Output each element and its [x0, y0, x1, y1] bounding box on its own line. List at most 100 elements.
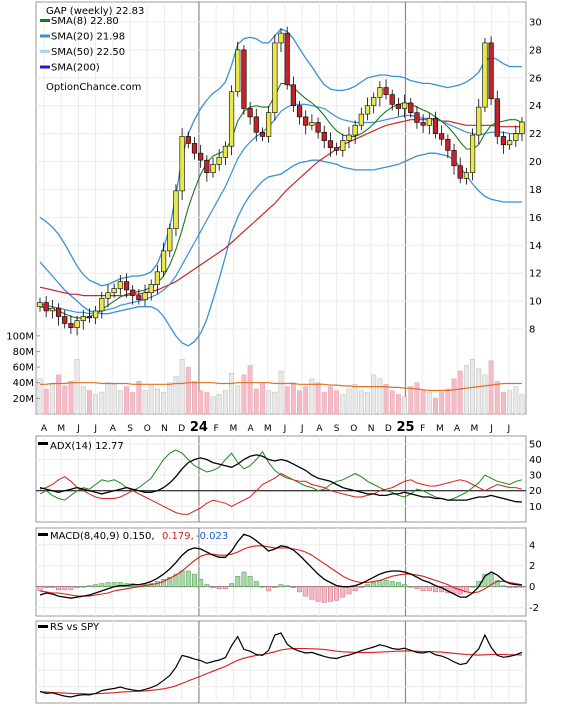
candle — [513, 125, 519, 147]
adx-tick-label: 40 — [529, 455, 542, 466]
macd-signal-line — [39, 545, 523, 597]
macd-histogram-bar — [365, 584, 370, 587]
volume-bar — [482, 374, 488, 415]
candle — [414, 106, 420, 129]
volume-bar — [117, 390, 123, 415]
macd-histogram-bar — [167, 576, 173, 587]
candle — [346, 126, 352, 149]
volume-bar — [278, 370, 284, 415]
candle-body — [253, 116, 259, 133]
candle-body — [414, 112, 420, 123]
volume-bar — [476, 368, 482, 415]
volume-bar — [451, 378, 457, 415]
macd-tick-label: 2 — [529, 561, 535, 572]
adx-label: ADX(14) 12.77 — [38, 441, 124, 452]
candle-body — [389, 94, 395, 105]
volume-bar — [303, 386, 309, 415]
candle — [130, 285, 136, 305]
candle-body — [117, 281, 123, 289]
price-tick-label: 26 — [529, 73, 542, 84]
x-tick-label: F — [214, 424, 219, 434]
candle — [334, 142, 340, 156]
volume-bar — [161, 391, 167, 415]
volume-bar — [235, 385, 241, 415]
macd-histogram-bar — [179, 570, 185, 587]
candle — [507, 134, 513, 150]
candle — [364, 97, 371, 121]
macd-histogram-bar — [99, 583, 105, 587]
candle — [377, 81, 383, 107]
candle-body — [160, 250, 167, 273]
candle-body — [463, 172, 469, 179]
volume-bar — [284, 386, 290, 415]
macd-panel-frame — [35, 527, 527, 617]
candle-body — [93, 310, 99, 319]
macd-histogram-bar — [86, 585, 92, 587]
volume-bar — [253, 388, 259, 415]
x-tick-label: 24 — [190, 420, 208, 435]
macd-histogram-bar — [395, 582, 401, 587]
macd-value-blue: -0.023 — [196, 531, 228, 542]
volume-bar — [290, 382, 296, 415]
macd-histogram-bar — [49, 586, 55, 588]
candle — [80, 309, 86, 330]
volume-bar — [80, 386, 86, 415]
macd-histogram-bar — [235, 575, 241, 587]
macd-histogram-bar — [383, 580, 389, 587]
x-tick-label: M — [229, 424, 237, 434]
candle-body — [173, 190, 179, 229]
candle — [408, 98, 414, 118]
candle — [469, 128, 476, 181]
candle-body — [111, 288, 117, 294]
volume-bar — [420, 390, 426, 415]
svg-text:RS vs SPY: RS vs SPY — [50, 622, 100, 633]
candle-body — [346, 134, 352, 141]
macd-histogram-bar — [241, 571, 247, 587]
macd-histogram-bar — [74, 586, 80, 588]
candle — [241, 44, 247, 115]
macd-histogram-bar — [266, 586, 272, 592]
macd-histogram-bar — [278, 584, 284, 587]
candle-body — [309, 122, 315, 126]
volume-bar — [371, 374, 377, 415]
volume-bar — [309, 378, 315, 415]
candle — [167, 223, 173, 258]
volume-tick-label: 60M — [13, 363, 34, 374]
rs-line — [39, 632, 523, 698]
candle — [216, 149, 222, 171]
candle-body — [191, 143, 198, 154]
candle — [123, 273, 130, 298]
macd-histogram-bar — [173, 573, 179, 587]
candle — [210, 157, 216, 178]
candle-body — [408, 102, 414, 113]
candle-body — [451, 150, 457, 167]
macd-histogram-bar — [377, 580, 383, 587]
x-tick-label: A — [247, 424, 254, 434]
volume-bar — [167, 382, 173, 415]
candle — [235, 41, 241, 97]
adx-panel-frame — [35, 435, 527, 523]
candle-body — [86, 316, 93, 319]
legend-label: SMA(50) 22.50 — [51, 47, 125, 58]
macd-histogram-bar — [303, 586, 309, 597]
candle-body — [43, 302, 49, 312]
candle — [420, 114, 426, 133]
bollinger-lower-line — [39, 152, 522, 347]
rs-label: RS vs SPY — [38, 622, 100, 633]
candle-body — [204, 159, 210, 174]
volume-bar — [266, 390, 272, 415]
candle — [74, 315, 80, 336]
candle — [37, 297, 43, 312]
volume-tick-label: 20M — [13, 394, 34, 405]
macd-histogram-bar — [161, 579, 167, 587]
volume-bar — [93, 394, 99, 415]
candle-body — [185, 136, 191, 144]
grid-layer — [36, 2, 526, 703]
volume-bar — [43, 388, 49, 415]
volume-bar — [241, 374, 247, 415]
candle-body — [513, 133, 519, 141]
macd-label: MACD(8,40,9) 0.150, 0.179, -0.023 — [38, 531, 228, 542]
macd-line — [39, 533, 523, 599]
volume-bar — [247, 365, 253, 415]
candle-body — [284, 32, 290, 86]
